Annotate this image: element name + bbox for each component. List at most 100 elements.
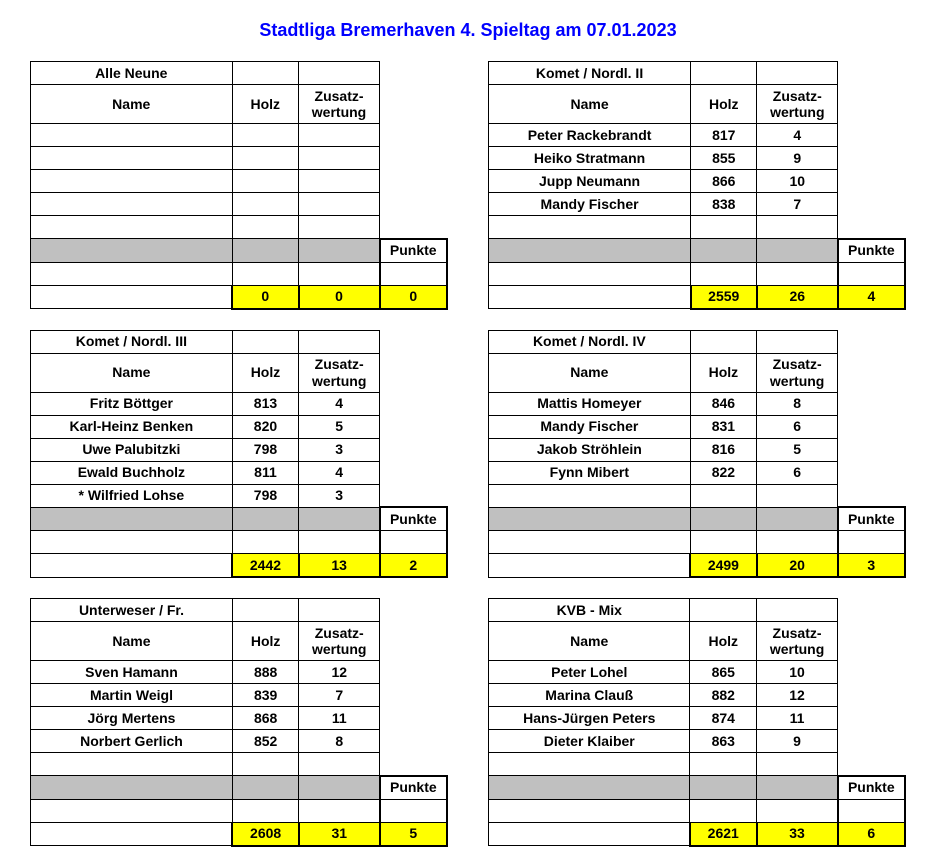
col-header-name: Name (31, 85, 233, 124)
punkte-label: Punkte (380, 507, 447, 531)
player-name: Jupp Neumann (489, 170, 691, 193)
player-holz: 865 (690, 661, 757, 684)
player-zw: 10 (757, 661, 838, 684)
player-name: Heiko Stratmann (489, 147, 691, 170)
player-holz: 846 (690, 392, 756, 415)
player-name: Norbert Gerlich (31, 730, 233, 753)
player-zw: 11 (299, 707, 380, 730)
total-zw: 33 (757, 822, 838, 846)
punkte-label: Punkte (838, 507, 905, 531)
player-name (489, 753, 690, 776)
player-name: Jörg Mertens (31, 707, 233, 730)
player-holz: 816 (690, 438, 756, 461)
player-holz: 882 (690, 684, 757, 707)
col-header-name: Name (31, 353, 233, 392)
total-holz: 2621 (690, 822, 757, 846)
player-holz: 811 (232, 461, 298, 484)
player-zw (299, 170, 380, 193)
total-punkte: 2 (380, 554, 447, 578)
player-name: * Wilfried Lohse (31, 484, 233, 507)
col-header-name: Name (489, 85, 691, 124)
punkte-label: Punkte (380, 239, 447, 263)
player-holz (232, 753, 298, 776)
player-zw: 12 (757, 684, 838, 707)
player-name (31, 170, 233, 193)
player-holz: 820 (232, 415, 298, 438)
col-header-zusatz: Zusatz-wertung (757, 622, 838, 661)
player-name: Mandy Fischer (489, 415, 691, 438)
player-holz: 874 (690, 707, 757, 730)
player-zw: 3 (299, 484, 380, 507)
total-punkte: 3 (838, 554, 905, 578)
player-holz: 838 (691, 193, 757, 216)
total-zw: 13 (299, 554, 380, 578)
player-zw: 7 (757, 193, 838, 216)
player-holz: 817 (691, 124, 757, 147)
player-zw (757, 484, 838, 507)
player-name: Uwe Palubitzki (31, 438, 233, 461)
player-name (489, 216, 691, 239)
player-zw: 6 (757, 461, 838, 484)
col-header-name: Name (489, 622, 690, 661)
player-name (31, 216, 233, 239)
player-zw: 4 (757, 124, 838, 147)
team-name: Unterweser / Fr. (31, 599, 233, 622)
total-punkte: 6 (838, 822, 905, 846)
total-zw: 0 (299, 285, 380, 309)
player-zw (299, 216, 380, 239)
team-table: Komet / Nordl. IIINameHolzZusatz-wertung… (30, 330, 448, 579)
player-zw: 9 (757, 147, 838, 170)
total-punkte: 0 (380, 285, 447, 309)
col-header-holz: Holz (232, 353, 298, 392)
team-table: Komet / Nordl. IINameHolzZusatz-wertungP… (488, 61, 906, 310)
player-name: Dieter Klaiber (489, 730, 690, 753)
player-name: Marina Clauß (489, 684, 690, 707)
player-zw: 6 (757, 415, 838, 438)
player-name: Hans-Jürgen Peters (489, 707, 690, 730)
player-holz (232, 124, 299, 147)
player-zw (757, 753, 838, 776)
team-table: Alle NeuneNameHolzZusatz-wertungPunkte00… (30, 61, 448, 310)
total-zw: 20 (757, 554, 838, 578)
player-holz: 822 (690, 461, 756, 484)
player-holz (232, 147, 299, 170)
team-name: Komet / Nordl. IV (489, 330, 691, 353)
team-name: Alle Neune (31, 62, 233, 85)
col-header-holz: Holz (232, 85, 299, 124)
total-punkte: 4 (838, 285, 905, 309)
player-holz: 813 (232, 392, 298, 415)
col-header-zusatz: Zusatz-wertung (299, 622, 380, 661)
col-header-zusatz: Zusatz-wertung (757, 353, 838, 392)
player-zw: 9 (757, 730, 838, 753)
player-holz: 888 (232, 661, 298, 684)
player-name (489, 484, 691, 507)
player-holz: 855 (691, 147, 757, 170)
player-holz: 798 (232, 484, 298, 507)
col-header-zusatz: Zusatz-wertung (299, 85, 380, 124)
col-header-holz: Holz (690, 353, 756, 392)
total-holz: 0 (232, 285, 299, 309)
player-holz: 866 (691, 170, 757, 193)
player-holz (232, 170, 299, 193)
team-name: Komet / Nordl. II (489, 62, 691, 85)
player-zw: 4 (299, 392, 380, 415)
player-name (31, 753, 233, 776)
player-holz: 863 (690, 730, 757, 753)
player-zw: 5 (757, 438, 838, 461)
player-holz: 868 (232, 707, 298, 730)
total-zw: 26 (757, 285, 838, 309)
team-grid: Alle NeuneNameHolzZusatz-wertungPunkte00… (30, 61, 906, 847)
player-zw: 11 (757, 707, 838, 730)
player-zw (757, 216, 838, 239)
player-name (31, 147, 233, 170)
total-holz: 2608 (232, 822, 298, 846)
player-holz (232, 216, 299, 239)
player-zw: 8 (757, 392, 838, 415)
team-name: Komet / Nordl. III (31, 330, 233, 353)
player-holz (232, 193, 299, 216)
player-name: Martin Weigl (31, 684, 233, 707)
player-holz (691, 216, 757, 239)
player-zw: 12 (299, 661, 380, 684)
punkte-label: Punkte (380, 776, 447, 800)
player-name: Fynn Mibert (489, 461, 691, 484)
